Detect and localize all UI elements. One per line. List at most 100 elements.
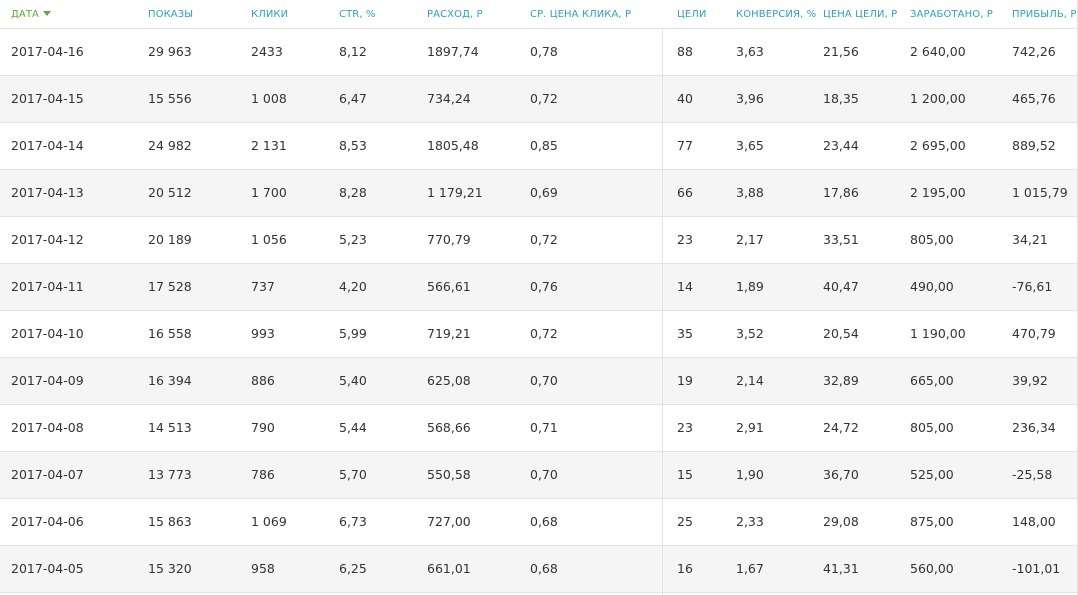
cell-ctr: 8,12 xyxy=(339,44,367,59)
cell-earned: 805,00 xyxy=(910,232,954,247)
cell-earned: 2 640,00 xyxy=(910,44,966,59)
cell-date: 2017-04-12 xyxy=(11,232,84,247)
cell-clicks: 2433 xyxy=(251,44,283,59)
cell-ctr: 6,73 xyxy=(339,514,367,529)
cell-profit: -76,61 xyxy=(1012,279,1053,294)
cell-goal-price: 24,72 xyxy=(823,420,859,435)
column-header-label: ДАТА xyxy=(11,9,40,20)
cell-goal-price: 29,08 xyxy=(823,514,859,529)
cell-avg-cpc: 0,71 xyxy=(530,420,558,435)
cell-earned: 1 200,00 xyxy=(910,91,966,106)
cell-impressions: 15 320 xyxy=(148,561,192,576)
cell-goals: 23 xyxy=(677,420,693,435)
cell-date: 2017-04-16 xyxy=(11,44,84,59)
cell-date: 2017-04-09 xyxy=(11,373,84,388)
column-group-divider xyxy=(662,29,663,595)
cell-earned: 490,00 xyxy=(910,279,954,294)
cell-goals: 40 xyxy=(677,91,693,106)
cell-avg-cpc: 0,72 xyxy=(530,91,558,106)
cell-spend: 625,08 xyxy=(427,373,471,388)
cell-goals: 23 xyxy=(677,232,693,247)
cell-profit: 470,79 xyxy=(1012,326,1056,341)
table-row: 2017-04-16 29 963 2433 8,12 1897,74 0,78 88 3,6… xyxy=(0,29,1078,76)
cell-conversion: 2,17 xyxy=(736,232,764,247)
column-header-goals[interactable]: ЦЕЛИ xyxy=(677,9,707,20)
cell-goals: 77 xyxy=(677,138,693,153)
table-row: 2017-04-08 14 513 790 5,44 568,66 0,71 23 2,91 2… xyxy=(0,405,1078,452)
cell-date: 2017-04-14 xyxy=(11,138,84,153)
column-header-date[interactable]: ДАТА xyxy=(11,9,52,21)
cell-ctr: 5,40 xyxy=(339,373,367,388)
cell-spend: 734,24 xyxy=(427,91,471,106)
cell-conversion: 3,63 xyxy=(736,44,764,59)
cell-impressions: 15 556 xyxy=(148,91,192,106)
column-header-avg-cpc[interactable]: СР. ЦЕНА КЛИКА, р xyxy=(530,9,632,20)
cell-earned: 525,00 xyxy=(910,467,954,482)
table-row: 2017-04-06 15 863 1 069 6,73 727,00 0,68 25 2,3… xyxy=(0,499,1078,546)
cell-spend: 1897,74 xyxy=(427,44,479,59)
cell-date: 2017-04-11 xyxy=(11,279,84,294)
cell-impressions: 29 963 xyxy=(148,44,192,59)
column-header-profit[interactable]: ПРИБЫЛЬ, р xyxy=(1012,9,1077,20)
cell-date: 2017-04-08 xyxy=(11,420,84,435)
column-header-impressions[interactable]: ПОКАЗЫ xyxy=(148,9,194,20)
cell-date: 2017-04-07 xyxy=(11,467,84,482)
cell-clicks: 1 056 xyxy=(251,232,287,247)
cell-ctr: 5,23 xyxy=(339,232,367,247)
column-header-spend[interactable]: РАСХОД, р xyxy=(427,9,483,20)
cell-impressions: 20 512 xyxy=(148,185,192,200)
cell-conversion: 1,89 xyxy=(736,279,764,294)
cell-conversion: 3,96 xyxy=(736,91,764,106)
cell-clicks: 1 069 xyxy=(251,514,287,529)
cell-goal-price: 23,44 xyxy=(823,138,859,153)
cell-avg-cpc: 0,70 xyxy=(530,373,558,388)
cell-clicks: 737 xyxy=(251,279,275,294)
table-row: 2017-04-09 16 394 886 5,40 625,08 0,70 19 2,14 3… xyxy=(0,358,1078,405)
table-header: ДАТА ПОКАЗЫ КЛИКИ CTR, % РАСХОД, р СР. Ц… xyxy=(0,0,1078,29)
cell-goal-price: 21,56 xyxy=(823,44,859,59)
cell-goal-price: 40,47 xyxy=(823,279,859,294)
cell-spend: 770,79 xyxy=(427,232,471,247)
table-row: 2017-04-12 20 189 1 056 5,23 770,79 0,72 23 2,1… xyxy=(0,217,1078,264)
cell-spend: 1805,48 xyxy=(427,138,479,153)
cell-avg-cpc: 0,68 xyxy=(530,561,558,576)
cell-profit: 39,92 xyxy=(1012,373,1048,388)
cell-profit: 742,26 xyxy=(1012,44,1056,59)
cell-earned: 1 190,00 xyxy=(910,326,966,341)
cell-ctr: 5,70 xyxy=(339,467,367,482)
cell-impressions: 15 863 xyxy=(148,514,192,529)
cell-conversion: 2,14 xyxy=(736,373,764,388)
cell-date: 2017-04-06 xyxy=(11,514,84,529)
cell-ctr: 5,99 xyxy=(339,326,367,341)
cell-impressions: 17 528 xyxy=(148,279,192,294)
cell-clicks: 786 xyxy=(251,467,275,482)
cell-conversion: 1,90 xyxy=(736,467,764,482)
cell-avg-cpc: 0,70 xyxy=(530,467,558,482)
table-row: 2017-04-11 17 528 737 4,20 566,61 0,76 14 1,89 4… xyxy=(0,264,1078,311)
table-row: 2017-04-14 24 982 2 131 8,53 1805,48 0,85 77 3,… xyxy=(0,123,1078,170)
cell-conversion: 2,91 xyxy=(736,420,764,435)
cell-earned: 805,00 xyxy=(910,420,954,435)
cell-spend: 727,00 xyxy=(427,514,471,529)
column-header-conversion[interactable]: КОНВЕРСИЯ, % xyxy=(736,9,817,20)
cell-clicks: 1 008 xyxy=(251,91,287,106)
cell-impressions: 24 982 xyxy=(148,138,192,153)
cell-goal-price: 18,35 xyxy=(823,91,859,106)
cell-date: 2017-04-15 xyxy=(11,91,84,106)
cell-ctr: 8,28 xyxy=(339,185,367,200)
cell-goals: 16 xyxy=(677,561,693,576)
column-header-clicks[interactable]: КЛИКИ xyxy=(251,9,289,20)
table-row: 2017-04-07 13 773 786 5,70 550,58 0,70 15 1,90 3… xyxy=(0,452,1078,499)
cell-goals: 14 xyxy=(677,279,693,294)
cell-ctr: 6,25 xyxy=(339,561,367,576)
cell-avg-cpc: 0,72 xyxy=(530,232,558,247)
column-header-earned[interactable]: ЗАРАБОТАНО, р xyxy=(910,9,993,20)
cell-ctr: 8,53 xyxy=(339,138,367,153)
cell-goals: 35 xyxy=(677,326,693,341)
table-row: 2017-04-10 16 558 993 5,99 719,21 0,72 35 3,52 2… xyxy=(0,311,1078,358)
cell-avg-cpc: 0,78 xyxy=(530,44,558,59)
column-header-ctr[interactable]: CTR, % xyxy=(339,9,376,20)
column-header-goal-price[interactable]: ЦЕНА ЦЕЛИ, р xyxy=(823,9,898,20)
cell-conversion: 2,33 xyxy=(736,514,764,529)
